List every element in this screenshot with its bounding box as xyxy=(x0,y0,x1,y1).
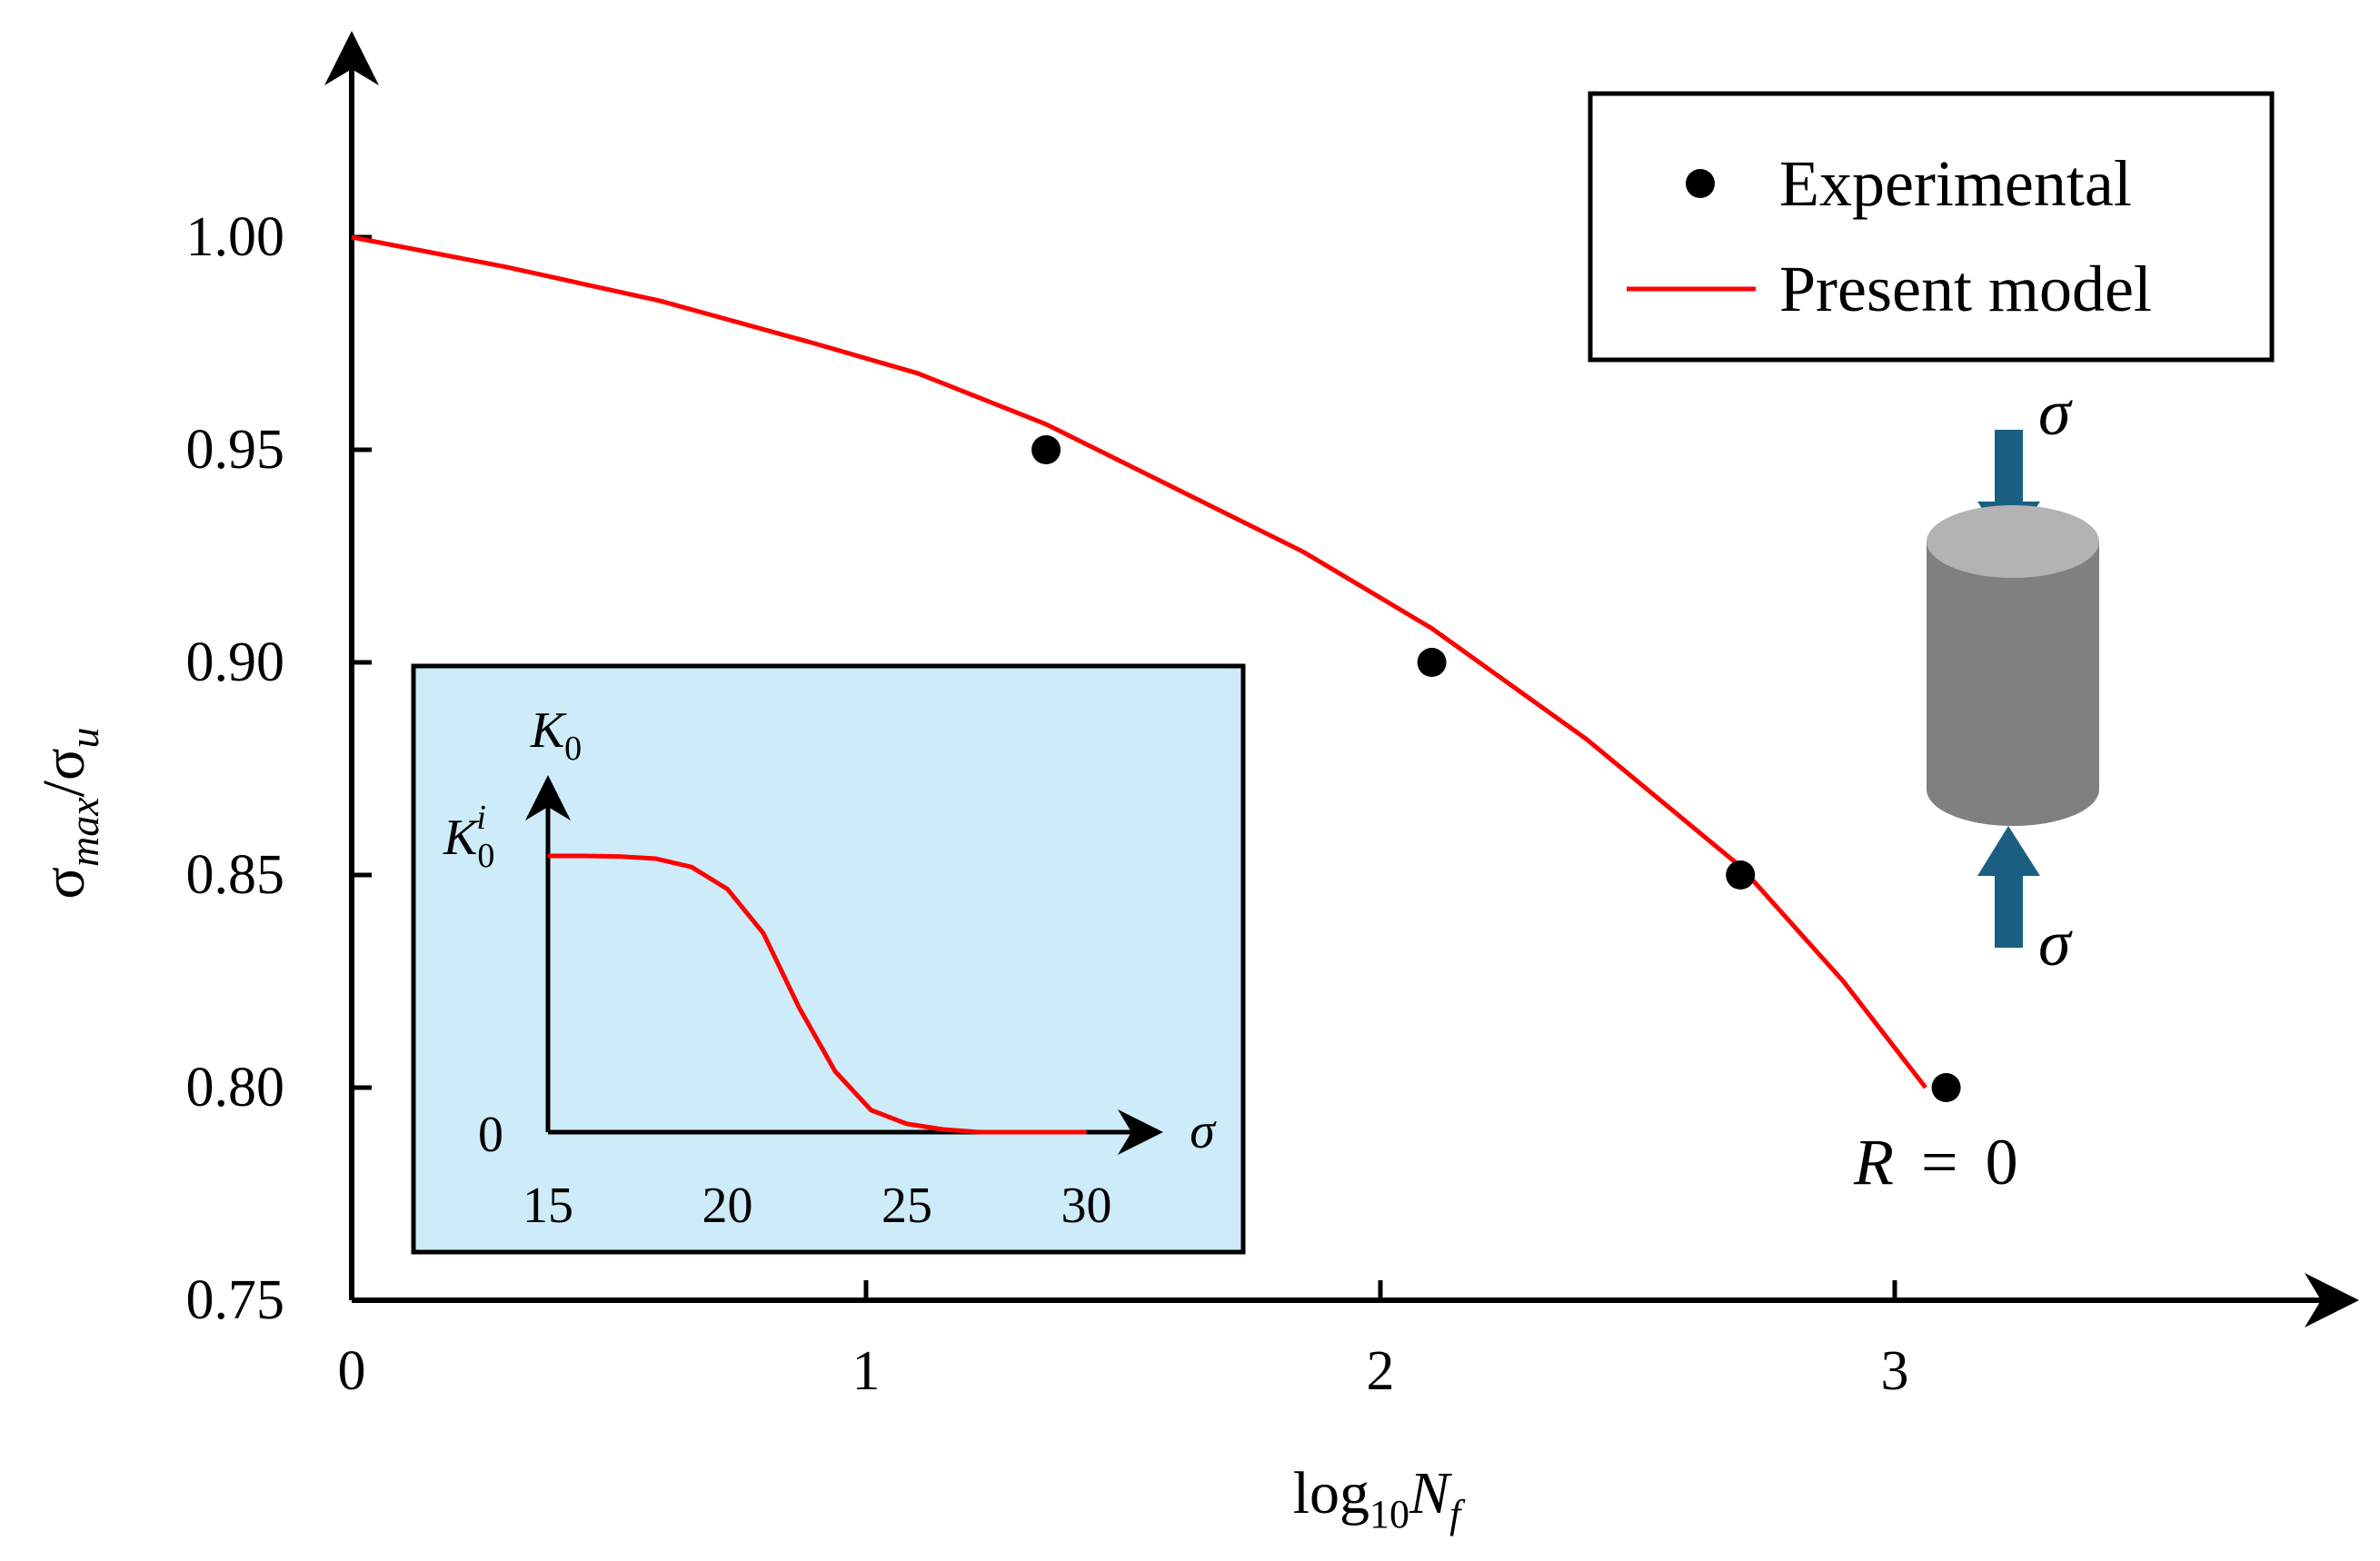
x-tick-label: 2 xyxy=(1367,1340,1395,1402)
legend-label-present-model: Present model xyxy=(1779,253,2152,325)
data-point-experimental xyxy=(1417,648,1447,677)
x-axis-title: log10Nf xyxy=(1293,1460,1466,1536)
cylinder-bottom xyxy=(1927,753,2099,826)
data-point-experimental xyxy=(1931,1073,1961,1102)
y-tick-label: 0.75 xyxy=(186,1269,285,1331)
x-tick-label: 0 xyxy=(338,1340,366,1402)
load-symbol-top: σ xyxy=(2038,376,2073,449)
x-tick-label: 3 xyxy=(1881,1340,1909,1402)
legend: Experimental Present model xyxy=(1588,91,2275,363)
legend-label-experimental: Experimental xyxy=(1779,147,2132,220)
y-tick-label: 0.85 xyxy=(186,844,285,906)
inset-x-tick-label: 25 xyxy=(881,1178,932,1234)
y-tick-label: 0.95 xyxy=(186,419,285,481)
legend-box xyxy=(1588,91,2275,363)
load-arrow-top-shaft xyxy=(1995,430,2023,502)
load-symbol-bottom: σ xyxy=(2038,907,2073,979)
inset-background xyxy=(411,663,1246,1255)
x-ticks: 0 1 2 3 xyxy=(338,1280,1909,1402)
series-experimental-points xyxy=(1031,435,1961,1102)
ratio-label: R = 0 xyxy=(1853,1126,2018,1198)
inset-x-tick-label: 20 xyxy=(702,1178,753,1234)
inset-x-tick-label: 30 xyxy=(1061,1178,1112,1234)
y-tick-label: 0.80 xyxy=(186,1057,285,1119)
inset-curve xyxy=(548,853,1087,1135)
load-arrow-bottom-shaft xyxy=(1995,875,2023,948)
inset-x-tick-label: 15 xyxy=(523,1178,573,1234)
data-point-experimental xyxy=(1031,435,1061,464)
cylinder-body xyxy=(1927,542,2099,790)
y-axis-title: σmax/σu xyxy=(31,727,107,899)
y-tick-label: 0.90 xyxy=(186,631,285,693)
y-ticks: 0.75 0.80 0.85 0.90 0.95 1.00 xyxy=(186,206,372,1331)
inset-y-tick-top: K0i xyxy=(443,799,494,875)
inset-x-axis-title: σ xyxy=(1190,1103,1217,1159)
y-tick-label: 1.00 xyxy=(186,206,285,268)
inset-y-tick-bottom: 0 xyxy=(478,1107,503,1163)
load-arrow-bottom-head xyxy=(1977,826,2040,876)
inset-x-ticks: 15 20 25 30 xyxy=(523,1178,1112,1234)
inset: 15 20 25 30 K0 K0i 0 σ xyxy=(411,663,1246,1255)
specimen-illustration: σ σ xyxy=(1927,376,2099,979)
x-tick-label: 1 xyxy=(852,1340,881,1402)
legend-marker-experimental xyxy=(1686,169,1715,198)
cylinder-top xyxy=(1927,505,2099,578)
data-point-experimental xyxy=(1726,860,1756,890)
